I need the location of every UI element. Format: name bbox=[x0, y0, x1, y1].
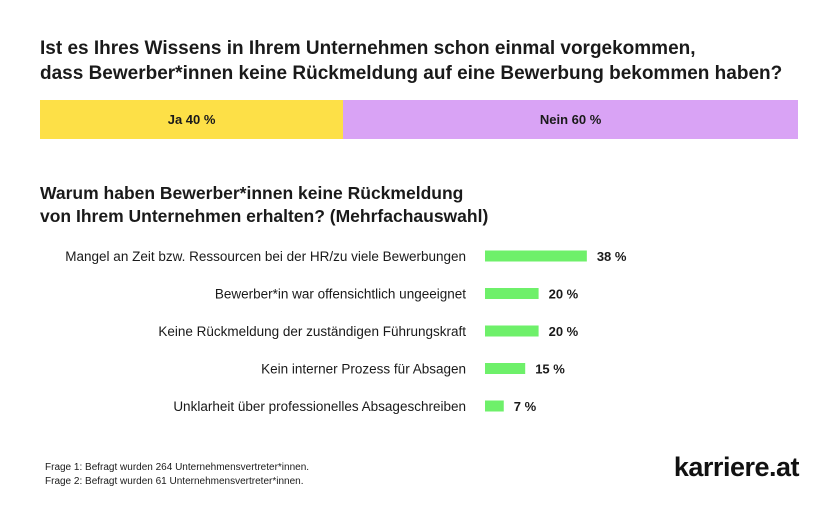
yes-segment-label: Ja 40 % bbox=[167, 112, 216, 127]
bar bbox=[485, 363, 526, 374]
value-label: 20 % bbox=[549, 324, 579, 339]
bar bbox=[485, 325, 539, 337]
question1-title-line2: dass Bewerber*innen keine Rückmeldung au… bbox=[40, 63, 783, 84]
question2-title-line2: von Ihrem Unternehmen erhalten? (Mehrfac… bbox=[40, 206, 489, 226]
karriere-logo: karriere.at bbox=[673, 452, 800, 482]
bar bbox=[485, 250, 587, 262]
reasons-bar-chart: Mangel an Zeit bzw. Ressourcen bei der H… bbox=[65, 249, 627, 414]
footnotes: Frage 1: Befragt wurden 264 Unternehmens… bbox=[45, 461, 309, 489]
bar bbox=[485, 400, 504, 412]
category-label: Mangel an Zeit bzw. Ressourcen bei der H… bbox=[65, 249, 466, 264]
question2-title-line1: Warum haben Bewerber*innen keine Rückmel… bbox=[40, 183, 464, 203]
category-label: Unklarheit über professionelles Absagesc… bbox=[173, 399, 466, 414]
yes-segment: Ja 40 % bbox=[40, 100, 344, 139]
no-segment: Nein 60 % bbox=[343, 100, 798, 139]
no-segment-label: Nein 60 % bbox=[539, 112, 602, 127]
footnote-question1: Frage 1: Befragt wurden 264 Unternehmens… bbox=[45, 462, 310, 473]
category-label: Kein interner Prozess für Absagen bbox=[261, 362, 466, 377]
bar bbox=[485, 288, 539, 299]
value-label: 7 % bbox=[514, 399, 537, 414]
category-label: Bewerber*in war offensichtlich ungeeigne… bbox=[215, 287, 466, 302]
question2-title: Warum haben Bewerber*innen keine Rückmel… bbox=[40, 182, 640, 228]
footnote-question2: Frage 2: Befragt wurden 61 Unternehmensv… bbox=[45, 476, 304, 487]
question1-title-line1: Ist es Ihres Wissens in Ihrem Unternehme… bbox=[40, 38, 696, 59]
question1-title: Ist es Ihres Wissens in Ihrem Unternehme… bbox=[40, 36, 800, 86]
value-label: 20 % bbox=[549, 287, 579, 302]
yes-no-split-bar: Ja 40 % Nein 60 % bbox=[40, 100, 798, 139]
value-label: 15 % bbox=[535, 362, 565, 377]
category-label: Keine Rückmeldung der zuständigen Führun… bbox=[158, 324, 466, 339]
value-label: 38 % bbox=[597, 249, 627, 264]
